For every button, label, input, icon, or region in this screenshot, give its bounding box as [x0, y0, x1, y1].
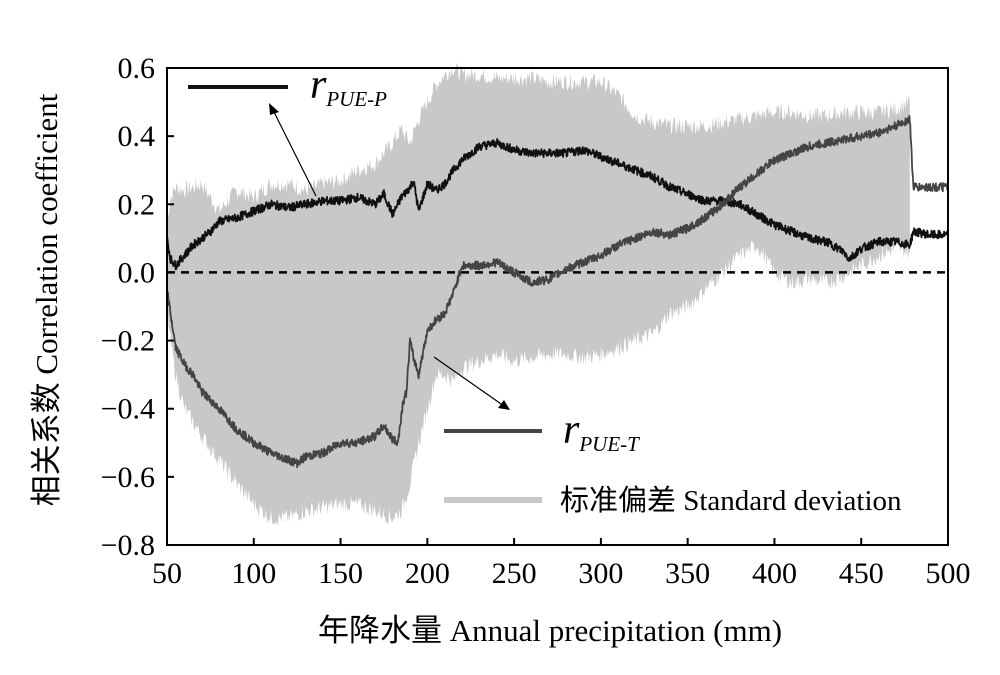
series-line-pue-t	[166, 114, 949, 469]
x-tick-label: 350	[665, 557, 710, 590]
y-tick-label: −0.8	[101, 529, 155, 562]
y-tick-label: −0.6	[101, 461, 155, 494]
x-tick-label: 300	[578, 557, 623, 590]
y-tick-label: 0.2	[118, 188, 156, 221]
x-tick-label: 450	[839, 557, 884, 590]
legend-label-std: 标准偏差 Standard deviation	[560, 484, 902, 517]
x-tick-label: 200	[405, 557, 450, 590]
arrow-pue-p-head	[269, 103, 279, 115]
x-axis-title: 年降水量 Annual precipitation (mm)	[318, 613, 782, 648]
x-tick-label: 50	[152, 557, 182, 590]
std-band-0	[167, 62, 910, 526]
series-line-pue-p	[166, 138, 949, 271]
annotation-arrows	[269, 103, 510, 410]
x-axis-ticks: 50 100 150 200 250 300 350 400 450 500	[152, 538, 971, 590]
y-tick-label: 0.0	[118, 256, 156, 289]
x-tick-label: 100	[231, 557, 276, 590]
x-tick-label: 400	[752, 557, 797, 590]
legend-subscript-pue-p: PUE-P	[325, 87, 387, 111]
std-band-layer	[167, 62, 910, 526]
legend-label-pue-t: rPUE-T	[563, 407, 640, 456]
legend-subscript-pue-t: PUE-T	[578, 432, 640, 456]
arrow-pue-t	[433, 356, 505, 407]
y-axis-ticks: 0.6 0.4 0.2 0.0 −0.2 −0.4 −0.6 −0.8	[101, 52, 174, 562]
legend-label-pue-p: rPUE-P	[310, 62, 387, 111]
series-layer	[166, 114, 949, 469]
legend-symbol-pue-p: r	[310, 62, 327, 108]
y-axis-title: 相关系数 Correlation coefficient	[29, 93, 64, 506]
x-tick-label: 150	[318, 557, 363, 590]
legend: rPUE-P rPUE-T 标准偏差 Standard deviation	[188, 62, 902, 517]
x-tick-label: 250	[492, 557, 537, 590]
y-tick-label: −0.2	[101, 325, 155, 358]
arrow-pue-t-head	[498, 400, 510, 410]
legend-symbol-pue-t: r	[563, 407, 580, 453]
plot-frame	[166, 67, 949, 546]
x-tick-label: 500	[926, 557, 971, 590]
y-tick-label: −0.4	[101, 393, 155, 426]
y-tick-label: 0.6	[118, 52, 156, 85]
arrow-pue-p	[272, 109, 317, 197]
y-tick-label: 0.4	[118, 120, 156, 153]
